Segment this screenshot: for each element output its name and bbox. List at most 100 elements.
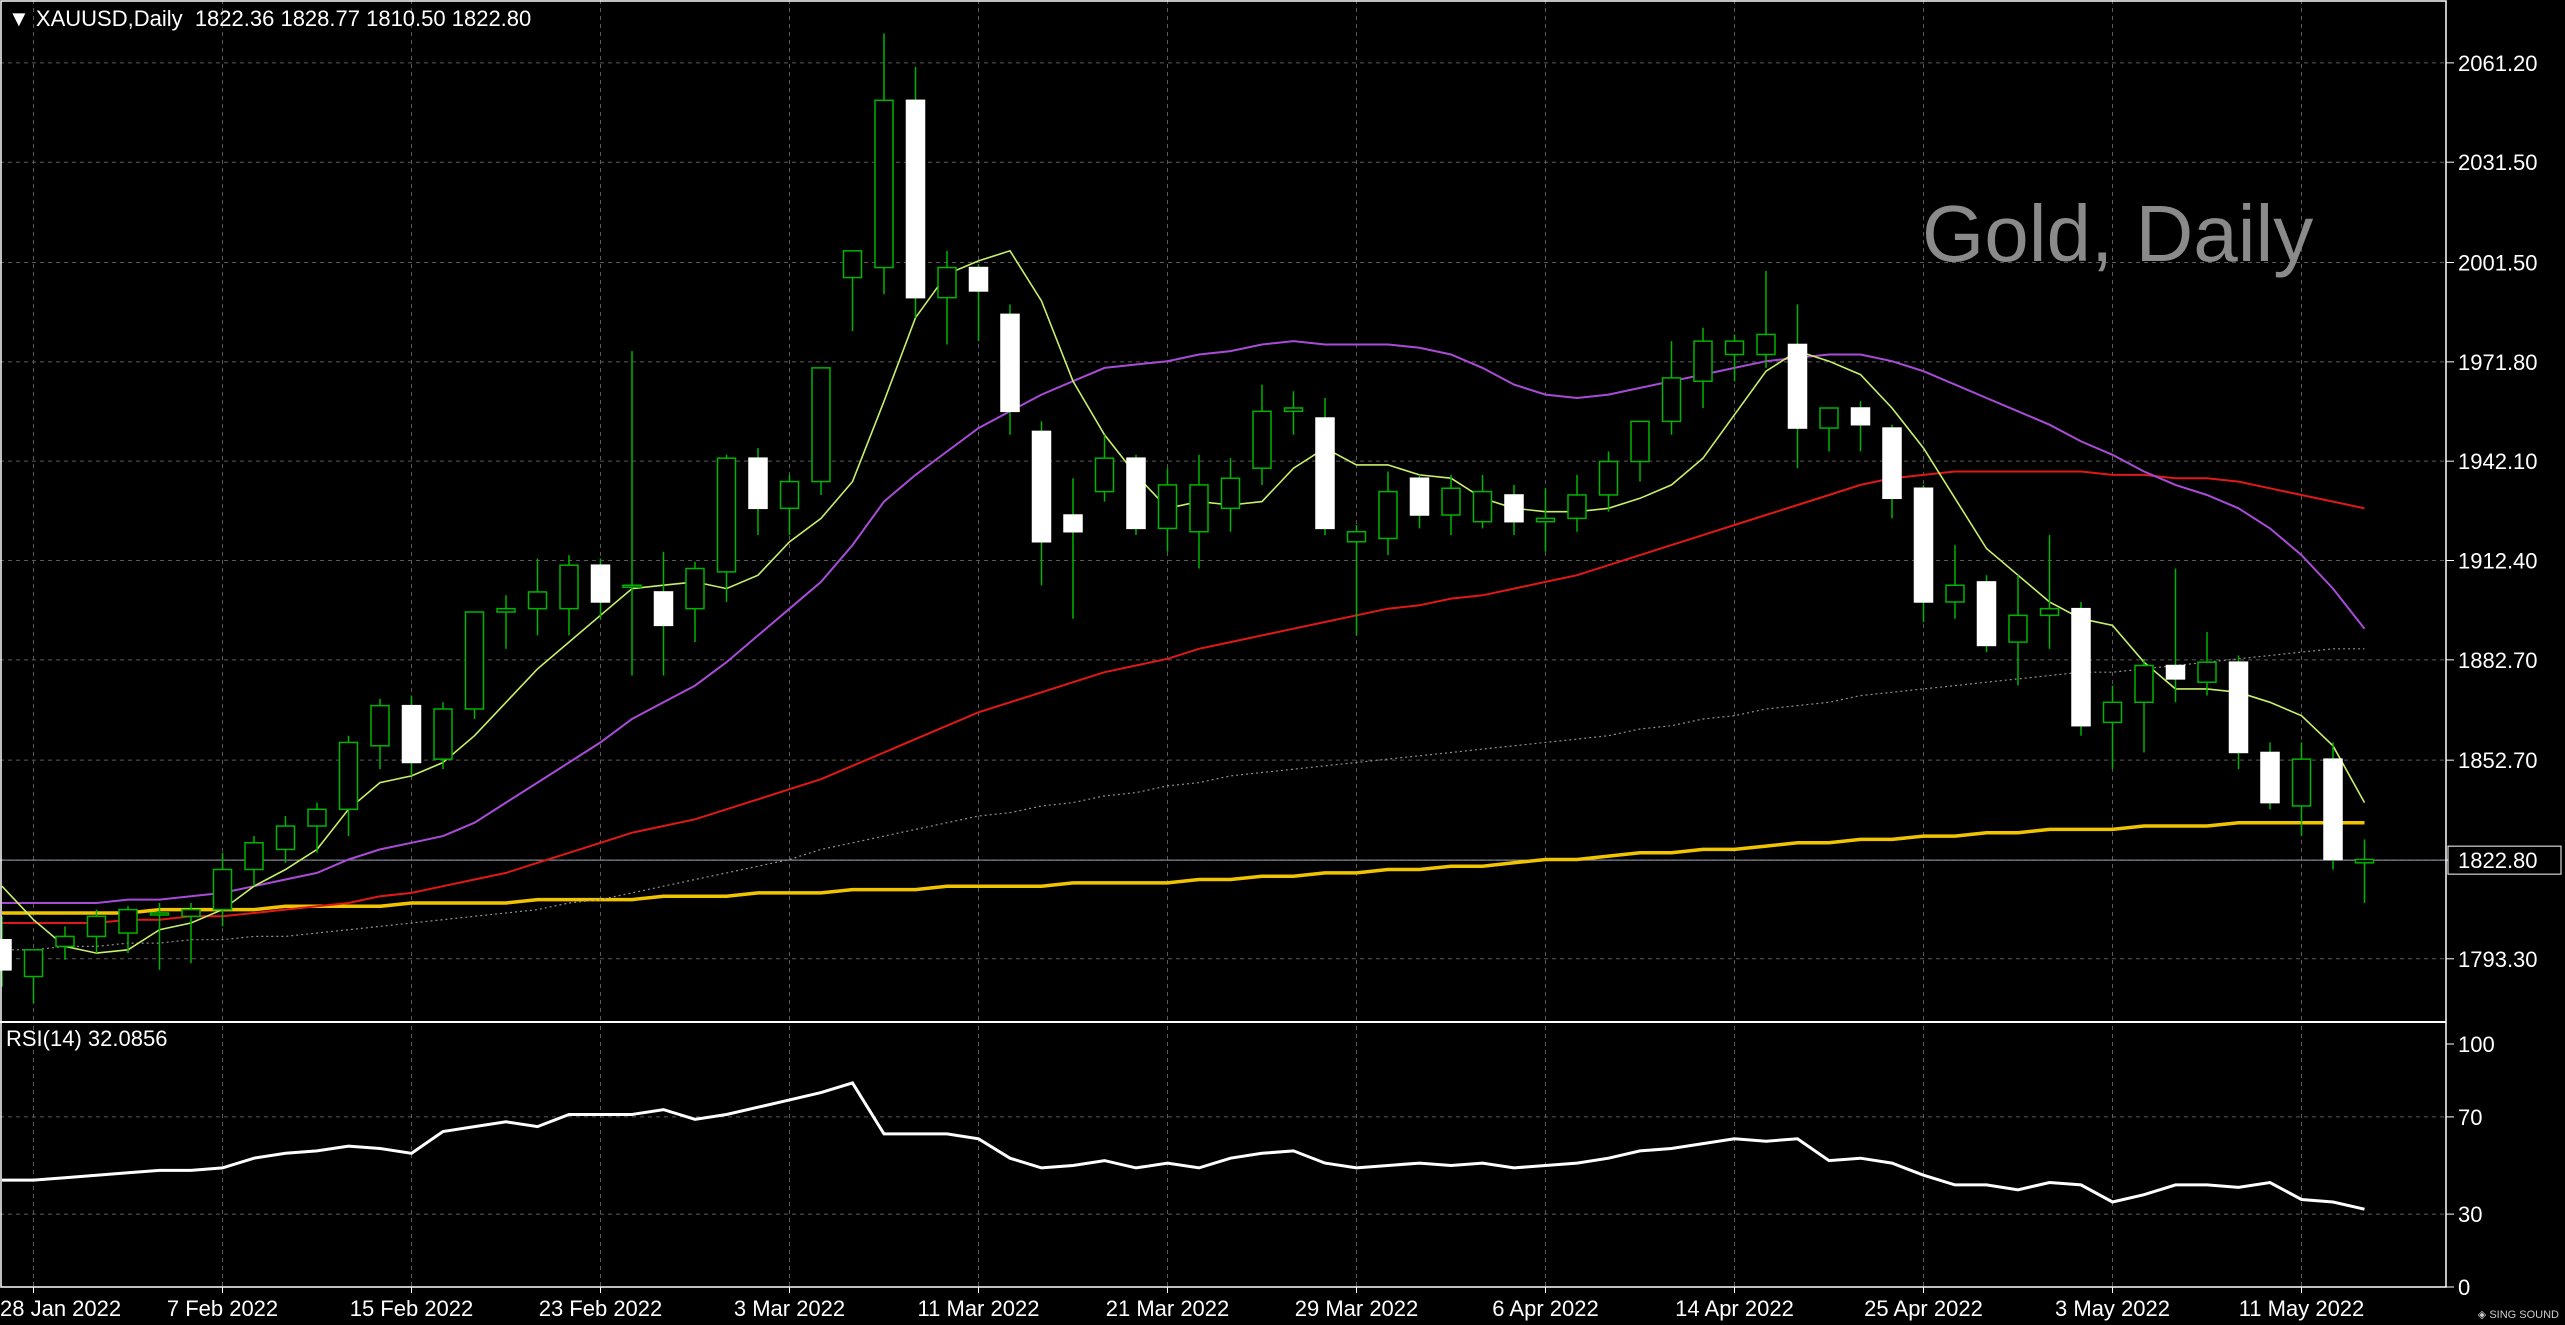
candle — [1535, 488, 1556, 552]
bull-candle-body — [1567, 494, 1587, 520]
candle — [2102, 685, 2123, 770]
bull-candle-body — [275, 825, 296, 851]
bull-candle-body — [1630, 420, 1650, 463]
candle — [1031, 421, 1052, 586]
price-tick-label: 2061.20 — [2458, 51, 2538, 76]
candle — [1315, 397, 1335, 536]
bull-candle-body — [496, 607, 516, 613]
candle — [2323, 742, 2343, 870]
bear-candle-body — [2165, 664, 2186, 680]
candle — [118, 906, 138, 954]
bear-candle-body — [748, 457, 768, 510]
bear-candle-body — [2228, 661, 2249, 754]
bear-candle-body — [1315, 417, 1335, 530]
bear-candle-body — [2071, 607, 2091, 727]
candle — [1756, 270, 1776, 368]
rsi-label: RSI(14) 32.0856 — [6, 1026, 168, 1051]
price-tick-label: 2001.50 — [2458, 251, 2538, 276]
candle — [653, 551, 674, 676]
bear-candle-body — [1000, 313, 1020, 413]
bull-candle-body — [338, 741, 359, 811]
price-tick-label: 1793.30 — [2458, 947, 2538, 972]
candle — [1126, 454, 1146, 536]
bear-candle-body — [1504, 494, 1524, 523]
bull-candle-body — [433, 708, 453, 760]
candle — [1441, 474, 1461, 536]
time-axis: 28 Jan 2022 7 Feb 2022 15 Feb 2022 23 Feb 2… — [0, 1287, 2364, 1321]
candle — [2008, 575, 2028, 686]
time-tick-label: 6 Apr 2022 — [1492, 1296, 1598, 1321]
bear-candle-body — [968, 266, 989, 292]
bull-candle-body — [622, 584, 642, 588]
time-tick-label: 23 Feb 2022 — [539, 1296, 663, 1321]
logo-text: SING SOUND — [2489, 1309, 2559, 1321]
moving-averages — [1, 249, 2366, 954]
candle — [0, 916, 12, 987]
price-tick-label: 1971.80 — [2458, 350, 2538, 375]
bull-candle-body — [1346, 530, 1367, 543]
grid-lines — [0, 0, 2446, 1287]
price-tick-label: 1882.70 — [2458, 648, 2538, 673]
price-tick-label: 1912.40 — [2458, 548, 2538, 573]
bear-candle-body — [1787, 343, 1808, 429]
bull-candle-body — [1945, 584, 1965, 603]
candle — [244, 836, 264, 887]
rsi-line — [2, 1081, 2365, 1211]
ma200-line — [2, 820, 2365, 915]
time-tick-label: 3 Mar 2022 — [734, 1296, 845, 1321]
time-tick-label: 21 Mar 2022 — [1106, 1296, 1230, 1321]
candle — [937, 250, 957, 345]
candle — [1504, 484, 1524, 536]
bull-candle-body — [2291, 758, 2312, 807]
candle — [1409, 474, 1430, 529]
time-tick-label: 25 Apr 2022 — [1864, 1296, 1983, 1321]
bull-candle-body — [1693, 340, 1713, 382]
candle — [181, 902, 201, 964]
price-tick-label: 2031.50 — [2458, 150, 2538, 175]
candle — [1630, 420, 1650, 482]
candle — [496, 595, 516, 649]
candle — [527, 558, 548, 636]
candle — [1378, 471, 1398, 556]
bull-candle-body — [811, 367, 831, 483]
bull-candle-body — [1598, 460, 1619, 496]
chart-watermark: Gold, Daily — [1922, 189, 2314, 278]
time-tick-label: 29 Mar 2022 — [1295, 1296, 1419, 1321]
current-price-box — [2447, 845, 2562, 875]
bull-candle-body — [55, 935, 75, 948]
bear-candle-body — [1850, 407, 1871, 426]
candle — [86, 909, 107, 954]
candle — [1598, 451, 1619, 512]
bear-candle-body — [1409, 477, 1430, 516]
price-axis: 2061.20 2031.50 2001.50 1971.80 1942.10 1912.… — [2446, 51, 2562, 972]
candle — [1189, 454, 1209, 569]
bull-candle-body — [370, 704, 390, 747]
header-dropdown-icon[interactable]: ▼ — [8, 6, 30, 31]
ma20-line — [2, 340, 2366, 904]
rsi-indicator: 100 70 30 0 — [0, 1032, 2495, 1300]
rsi-tick-label: 70 — [2458, 1105, 2482, 1130]
logo-icon: ◈ — [2477, 1309, 2487, 1321]
time-tick-label: 15 Feb 2022 — [350, 1296, 474, 1321]
candle — [1661, 341, 1682, 435]
candle — [1157, 468, 1178, 552]
rsi-tick-label: 30 — [2458, 1202, 2482, 1227]
symbol-header[interactable]: ▼ XAUUSD,Daily 1822.36 1828.77 1810.50 1… — [8, 6, 531, 32]
candle — [2071, 601, 2091, 736]
bull-candle-body — [2197, 661, 2217, 683]
bull-candle-body — [527, 591, 548, 610]
bull-candle-body — [779, 480, 800, 510]
bear-candle-body — [1031, 430, 1052, 543]
bull-candle-body — [149, 912, 170, 916]
bull-candle-body — [1535, 517, 1556, 523]
bear-candle-body — [1913, 487, 1934, 603]
bull-candle-body — [181, 908, 201, 918]
bull-candle-body — [685, 567, 705, 610]
ma5-line — [1, 249, 2366, 954]
bull-candle-body — [874, 99, 894, 269]
candle — [905, 66, 926, 318]
candle — [2197, 632, 2217, 696]
bull-candle-body — [1157, 484, 1178, 530]
candle — [1913, 484, 1934, 623]
